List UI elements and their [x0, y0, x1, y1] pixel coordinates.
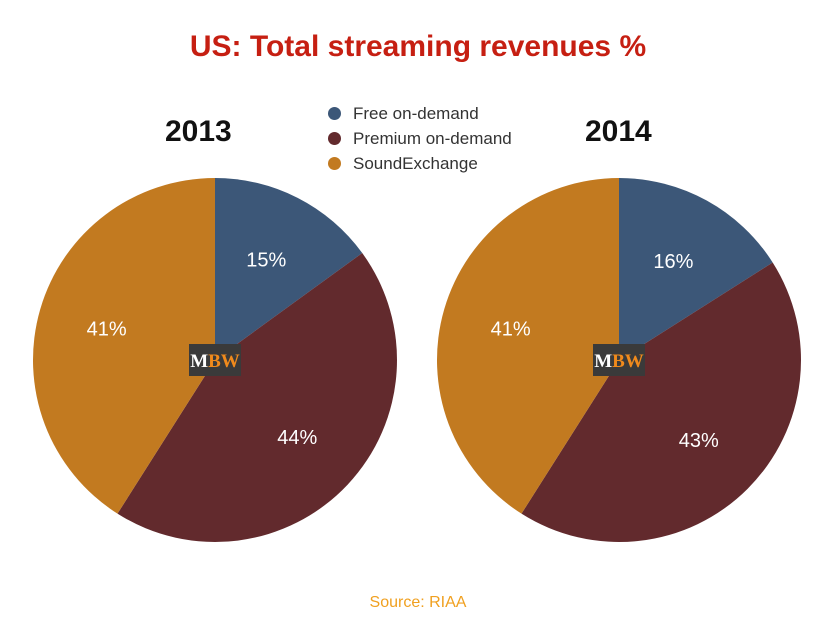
legend-item-soundexchange: SoundExchange — [328, 151, 512, 176]
pie-2013-slice-premium — [117, 253, 397, 542]
svg-text:MBW: MBW — [190, 351, 240, 372]
legend-dot-premium — [328, 132, 341, 145]
pie-2013-label-soundexchange: 41% — [87, 319, 127, 341]
pie-2014-slice-soundexchange — [437, 178, 619, 514]
pie-2014-slice-premium — [521, 262, 801, 542]
legend-dot-soundexchange — [328, 157, 341, 170]
pie-title-2014: 2014 — [585, 115, 652, 148]
pie-title-2013: 2013 — [165, 115, 232, 148]
legend-item-premium: Premium on-demand — [328, 126, 512, 151]
mbw-logo-2014: MBW — [593, 344, 645, 376]
pie-2013-slice-free — [215, 178, 363, 360]
pie-2014-label-premium: 43% — [679, 430, 719, 452]
chart-title: US: Total streaming revenues % — [189, 30, 647, 63]
pie-2013-label-premium: 44% — [277, 427, 317, 449]
pie-2013-label-free: 15% — [246, 249, 286, 271]
source-note: Source: RIAA — [369, 594, 467, 611]
pie-2014-slice-free — [619, 178, 773, 360]
pie-2013-slice-soundexchange — [33, 178, 215, 514]
mbw-logo-2013: MBW — [189, 344, 241, 376]
legend-dot-free — [328, 107, 341, 120]
pie-2014-label-soundexchange: 41% — [491, 319, 531, 341]
legend-label-soundexchange: SoundExchange — [353, 153, 478, 173]
pie-2013: 15% 44% 41% MBW — [33, 178, 397, 542]
legend: Free on-demand Premium on-demand SoundEx… — [328, 101, 512, 176]
legend-item-free: Free on-demand — [328, 101, 512, 126]
svg-text:MBW: MBW — [594, 351, 644, 372]
legend-label-free: Free on-demand — [353, 103, 479, 123]
pie-2014: 16% 43% 41% MBW — [437, 178, 801, 542]
legend-label-premium: Premium on-demand — [353, 128, 512, 148]
pie-2014-label-free: 16% — [653, 251, 693, 273]
